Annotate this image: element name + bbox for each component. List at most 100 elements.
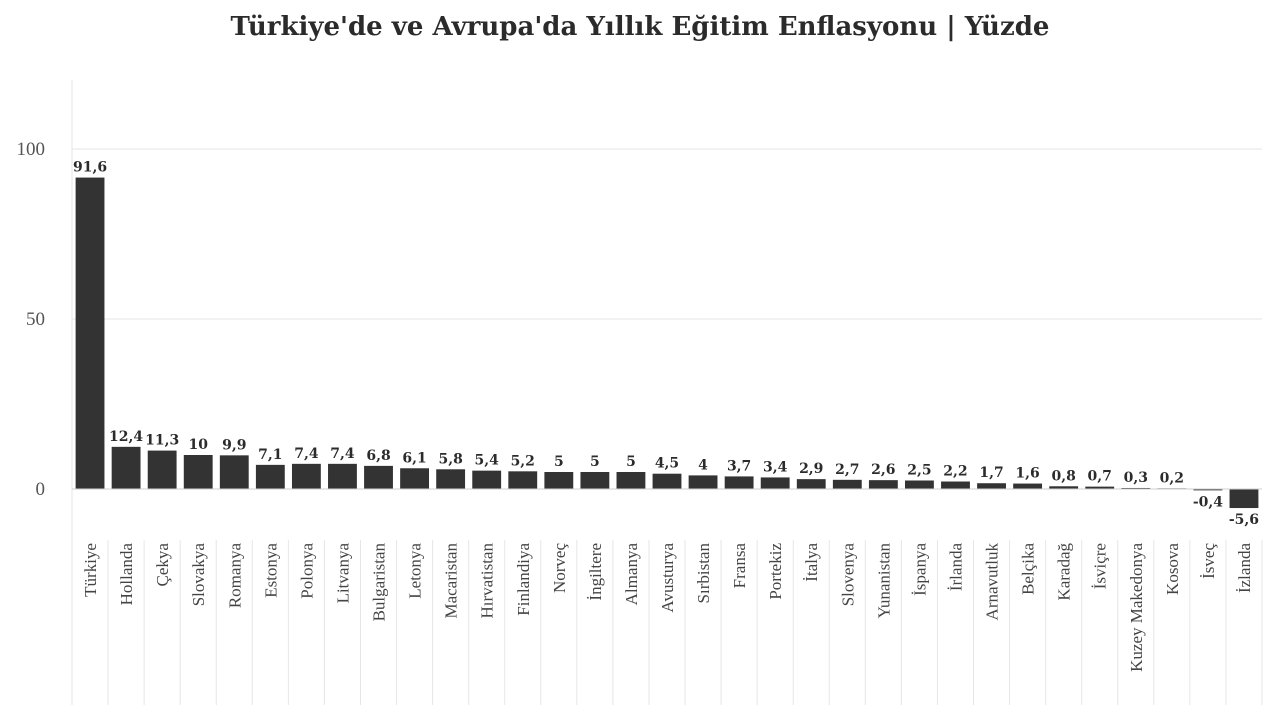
category-label: Sırbistan bbox=[694, 543, 713, 604]
category-label: İrlanda bbox=[946, 543, 965, 592]
category-label: Estonya bbox=[261, 543, 280, 598]
data-label: 5 bbox=[554, 454, 564, 470]
category-label: Norveç bbox=[550, 543, 569, 593]
category-label: Bulgaristan bbox=[370, 543, 389, 622]
data-label: 1,7 bbox=[979, 465, 1003, 481]
data-label: 2,9 bbox=[799, 461, 823, 477]
bar bbox=[508, 471, 538, 489]
data-label: 5,2 bbox=[511, 453, 535, 469]
category-label: Fransa bbox=[730, 543, 749, 589]
category-label: Hollanda bbox=[117, 543, 136, 606]
data-label: 4 bbox=[698, 457, 708, 473]
data-label: 2,6 bbox=[871, 462, 895, 478]
bar bbox=[147, 450, 177, 489]
bar bbox=[652, 473, 682, 489]
data-label: 2,2 bbox=[943, 464, 967, 480]
bar bbox=[75, 177, 105, 489]
category-label: Hırvatistan bbox=[478, 543, 497, 619]
category-label: Romanya bbox=[225, 543, 244, 609]
data-label: 0,2 bbox=[1160, 470, 1184, 486]
data-label: 7,1 bbox=[258, 447, 282, 463]
category-label: İsviçre bbox=[1091, 543, 1110, 589]
data-label: 11,3 bbox=[145, 433, 179, 449]
category-label: Avusturya bbox=[658, 543, 677, 613]
data-label: 0,8 bbox=[1051, 468, 1075, 484]
data-label: 3,4 bbox=[763, 459, 788, 475]
bar bbox=[724, 476, 754, 489]
data-label: 3,7 bbox=[727, 458, 751, 474]
data-label: 10 bbox=[188, 437, 208, 453]
category-label: Belçika bbox=[1019, 543, 1038, 595]
bar bbox=[796, 479, 826, 489]
category-label: İtalya bbox=[802, 543, 821, 582]
data-label: 5 bbox=[626, 454, 636, 470]
category-label: Kosova bbox=[1163, 543, 1182, 595]
bar bbox=[868, 480, 898, 489]
bar bbox=[219, 455, 249, 489]
bar bbox=[183, 455, 213, 489]
chart-title: Türkiye'de ve Avrupa'da Yıllık Eğitim En… bbox=[230, 12, 1050, 42]
bar bbox=[472, 470, 502, 489]
category-label: Türkiye bbox=[81, 543, 100, 597]
category-label: İngiltere bbox=[586, 543, 605, 601]
category-label: Çekya bbox=[153, 543, 172, 587]
bar bbox=[977, 483, 1006, 489]
y-tick-label: 50 bbox=[26, 309, 45, 330]
bar bbox=[255, 464, 285, 489]
bar bbox=[1049, 486, 1079, 489]
data-label: 5,8 bbox=[438, 451, 462, 467]
data-label: -0,4 bbox=[1193, 494, 1223, 510]
category-label: İzlanda bbox=[1235, 543, 1254, 593]
bar bbox=[941, 481, 970, 489]
bar bbox=[328, 463, 357, 489]
data-label: 7,4 bbox=[330, 446, 355, 462]
bar bbox=[364, 465, 393, 489]
category-label: İsveç bbox=[1199, 543, 1218, 579]
data-label: 12,4 bbox=[109, 429, 143, 445]
bar bbox=[616, 472, 646, 489]
bar bbox=[1085, 486, 1115, 489]
y-tick-label: 0 bbox=[36, 479, 46, 500]
bar bbox=[436, 469, 466, 489]
category-label: Almanya bbox=[622, 543, 641, 606]
bar bbox=[1013, 483, 1043, 489]
category-label: Arnavutluk bbox=[983, 543, 1002, 621]
y-tick-label: 100 bbox=[17, 139, 46, 160]
bar bbox=[688, 475, 718, 489]
bar bbox=[1121, 487, 1151, 489]
data-label: 1,6 bbox=[1015, 466, 1039, 482]
data-label: -5,6 bbox=[1229, 512, 1259, 528]
bar bbox=[1193, 489, 1223, 491]
data-label: 9,9 bbox=[222, 437, 246, 453]
category-label: Slovenya bbox=[838, 543, 857, 607]
data-label: 2,7 bbox=[835, 462, 859, 478]
bar bbox=[905, 480, 934, 489]
bar bbox=[580, 472, 610, 489]
bar bbox=[760, 477, 790, 489]
data-label: 2,5 bbox=[907, 463, 931, 479]
category-label: Finlandiya bbox=[514, 543, 533, 616]
category-label: Kuzey Makedonya bbox=[1127, 543, 1146, 672]
category-label: İspanya bbox=[910, 543, 929, 596]
data-label: 5 bbox=[590, 454, 600, 470]
data-label: 5,4 bbox=[475, 453, 500, 469]
bar bbox=[544, 472, 574, 489]
category-label: Karadağ bbox=[1055, 543, 1074, 601]
category-label: Portekiz bbox=[766, 543, 785, 600]
bar bbox=[1229, 489, 1259, 509]
bar bbox=[832, 479, 862, 489]
category-label: Letonya bbox=[406, 543, 425, 599]
bar bbox=[111, 446, 141, 489]
category-label: Yunanistan bbox=[874, 543, 893, 619]
data-label: 91,6 bbox=[73, 160, 107, 176]
data-label: 7,4 bbox=[294, 446, 319, 462]
data-label: 0,3 bbox=[1124, 470, 1148, 486]
category-label: Polonya bbox=[297, 543, 316, 599]
category-label: Macaristan bbox=[442, 543, 461, 619]
data-label: 4,5 bbox=[655, 456, 679, 472]
data-label: 0,7 bbox=[1088, 469, 1112, 485]
category-label: Litvanya bbox=[333, 543, 352, 604]
bar bbox=[291, 463, 321, 489]
